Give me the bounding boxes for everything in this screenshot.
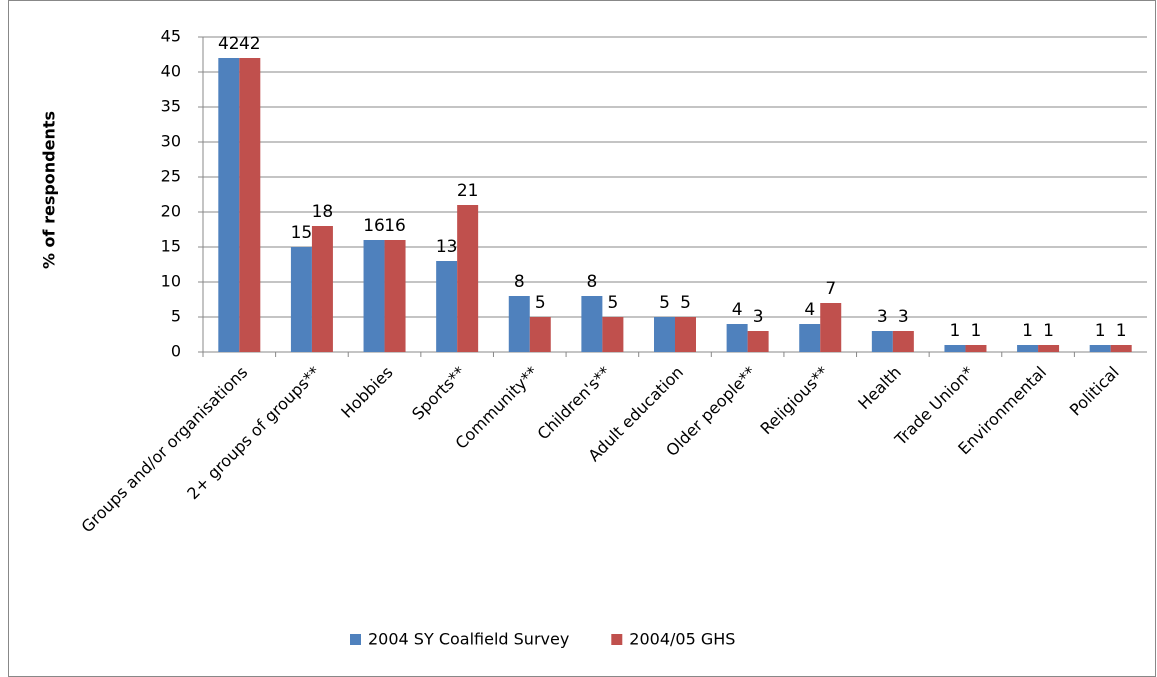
bar: [871, 331, 893, 352]
y-tick-label: 5: [171, 307, 181, 326]
data-label: 3: [898, 307, 909, 327]
data-label: 5: [680, 293, 691, 313]
data-label: 4: [732, 300, 743, 320]
bar: [1017, 345, 1039, 352]
legend-swatch: [350, 634, 361, 645]
y-tick-label: 20: [161, 202, 181, 221]
y-tick-label: 35: [161, 97, 181, 116]
bar: [363, 240, 385, 352]
data-label: 1: [1022, 321, 1033, 341]
bar: [457, 205, 479, 352]
data-label: 3: [753, 307, 764, 327]
data-label: 3: [877, 307, 888, 327]
bar: [726, 324, 748, 352]
y-tick-label: 0: [171, 342, 181, 361]
data-label: 15: [291, 223, 313, 243]
data-label: 5: [535, 293, 546, 313]
data-label: 8: [586, 272, 597, 292]
bar: [529, 317, 551, 352]
bar: [965, 345, 987, 352]
x-tick-label: Hobbies: [337, 363, 396, 422]
y-tick-label: 30: [161, 132, 181, 151]
data-label: 7: [825, 279, 836, 299]
bar: [1110, 345, 1132, 352]
bar: [747, 331, 769, 352]
bar: [239, 58, 261, 352]
data-label: 13: [436, 237, 458, 257]
x-tick-label: 2+ groups of groups**: [183, 363, 324, 504]
bar: [508, 296, 530, 352]
x-tick-label: Health: [854, 363, 905, 414]
bar: [675, 317, 696, 352]
data-label: 1: [971, 321, 982, 341]
data-label: 21: [457, 181, 479, 201]
bar: [799, 324, 821, 352]
y-tick-label: 10: [161, 272, 181, 291]
bar: [436, 261, 458, 352]
bar: [892, 331, 914, 352]
bar: [1038, 345, 1060, 352]
data-label: 4: [804, 300, 815, 320]
bar: [602, 317, 624, 352]
data-label: 8: [514, 272, 525, 292]
data-label: 1: [950, 321, 961, 341]
bar: [1089, 345, 1111, 352]
bar: [311, 226, 333, 352]
data-label: 5: [659, 293, 670, 313]
y-tick-label: 45: [161, 27, 181, 46]
legend-label: 2004/05 GHS: [629, 630, 735, 649]
data-label: 16: [363, 216, 385, 236]
data-label: 1: [1116, 321, 1127, 341]
data-label: 1: [1043, 321, 1054, 341]
bar: [290, 247, 312, 352]
legend-swatch: [611, 634, 623, 645]
bar: [654, 317, 675, 352]
x-tick-label: Religious**: [757, 363, 833, 439]
data-label: 1: [1095, 321, 1106, 341]
data-label: 18: [312, 202, 334, 222]
data-label: 16: [384, 216, 406, 236]
y-tick-label: 40: [161, 62, 181, 81]
bar: [384, 240, 406, 352]
data-label: 42: [239, 34, 261, 54]
data-label: 42: [218, 34, 240, 54]
data-label: 5: [607, 293, 618, 313]
bar: [820, 303, 842, 352]
x-tick-label: Children's**: [534, 363, 615, 444]
bar: [218, 58, 240, 352]
x-tick-label: Political: [1066, 363, 1123, 420]
bar: [944, 345, 966, 352]
y-tick-label: 15: [161, 237, 181, 256]
y-tick-label: 25: [161, 167, 181, 186]
y-axis-title: % of respondents: [40, 111, 59, 269]
x-tick-label: Sports**: [408, 363, 469, 424]
bar: [581, 296, 603, 352]
legend-label: 2004 SY Coalfield Survey: [368, 630, 569, 649]
